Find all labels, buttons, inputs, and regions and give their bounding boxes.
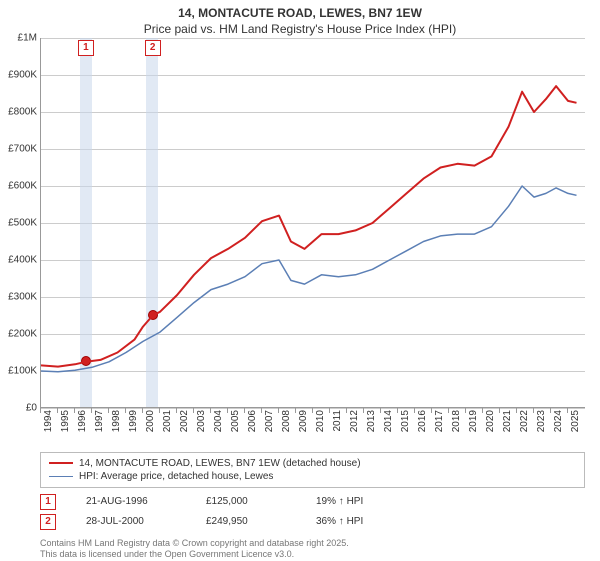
y-tick-label: £800K: [8, 106, 41, 117]
transaction-price: £249,950: [206, 516, 286, 527]
transaction-date: 21-AUG-1996: [86, 496, 176, 507]
y-tick-label: £1M: [18, 32, 41, 43]
chart-title-line2: Price paid vs. HM Land Registry's House …: [0, 22, 600, 38]
y-tick-label: £900K: [8, 69, 41, 80]
footer-line1: Contains HM Land Registry data © Crown c…: [40, 538, 585, 550]
chart-plot-area: £0£100K£200K£300K£400K£500K£600K£700K£80…: [40, 38, 585, 408]
legend-label: 14, MONTACUTE ROAD, LEWES, BN7 1EW (deta…: [79, 458, 361, 469]
transaction-flag: 2: [40, 514, 56, 530]
x-tick-label: 2020: [485, 410, 496, 432]
y-tick-label: £200K: [8, 328, 41, 339]
x-tick-label: 1995: [60, 410, 71, 432]
x-tick-label: 2007: [264, 410, 275, 432]
x-tick-label: 2006: [247, 410, 258, 432]
x-tick-label: 2017: [434, 410, 445, 432]
x-tick-label: 2000: [145, 410, 156, 432]
x-tick-label: 1996: [77, 410, 88, 432]
legend-label: HPI: Average price, detached house, Lewe…: [79, 471, 273, 482]
x-tick-label: 2023: [536, 410, 547, 432]
chart-title-line1: 14, MONTACUTE ROAD, LEWES, BN7 1EW: [0, 0, 600, 22]
transaction-row: 2 28-JUL-2000 £249,950 36% ↑ HPI: [40, 512, 585, 532]
transaction-delta: 36% ↑ HPI: [316, 516, 363, 527]
y-tick-label: £0: [26, 402, 41, 413]
x-tick-label: 2011: [332, 410, 343, 432]
x-axis-labels: 1994 1995 1996 1997 1998 1999 2000 2001 2002 2003…: [40, 408, 585, 448]
y-tick-label: £400K: [8, 254, 41, 265]
legend-item: 14, MONTACUTE ROAD, LEWES, BN7 1EW (deta…: [49, 457, 576, 470]
x-tick-label: 2005: [230, 410, 241, 432]
y-tick-label: £100K: [8, 365, 41, 376]
x-tick-label: 2001: [162, 410, 173, 432]
legend-box: 14, MONTACUTE ROAD, LEWES, BN7 1EW (deta…: [40, 452, 585, 488]
x-tick-label: 2013: [366, 410, 377, 432]
transaction-flag: 1: [40, 494, 56, 510]
y-tick-label: £300K: [8, 291, 41, 302]
footer-line2: This data is licensed under the Open Gov…: [40, 549, 585, 561]
x-tick-label: 2002: [179, 410, 190, 432]
x-tick-label: 2004: [213, 410, 224, 432]
transaction-price: £125,000: [206, 496, 286, 507]
x-tick-label: 1999: [128, 410, 139, 432]
x-tick-label: 2015: [400, 410, 411, 432]
x-tick-label: 2009: [298, 410, 309, 432]
footer-attribution: Contains HM Land Registry data © Crown c…: [40, 538, 585, 561]
x-tick-label: 2021: [502, 410, 513, 432]
y-tick-label: £500K: [8, 217, 41, 228]
x-tick-label: 1998: [111, 410, 122, 432]
series-line: [41, 186, 577, 372]
x-tick-label: 1997: [94, 410, 105, 432]
transactions-table: 1 21-AUG-1996 £125,000 19% ↑ HPI 2 28-JUL-200…: [40, 492, 585, 532]
x-tick-label: 2016: [417, 410, 428, 432]
x-tick-label: 2014: [383, 410, 394, 432]
series-line: [41, 86, 577, 367]
legend-swatch: [49, 462, 73, 464]
x-tick-label: 2003: [196, 410, 207, 432]
y-tick-label: £700K: [8, 143, 41, 154]
legend-item: HPI: Average price, detached house, Lewe…: [49, 470, 576, 483]
x-tick-label: 2008: [281, 410, 292, 432]
x-tick-label: 2018: [451, 410, 462, 432]
x-tick-label: 2012: [349, 410, 360, 432]
x-tick-label: 2024: [553, 410, 564, 432]
transaction-date: 28-JUL-2000: [86, 516, 176, 527]
transaction-row: 1 21-AUG-1996 £125,000 19% ↑ HPI: [40, 492, 585, 512]
transaction-delta: 19% ↑ HPI: [316, 496, 363, 507]
x-tick-label: 1994: [43, 410, 54, 432]
x-tick-label: 2019: [468, 410, 479, 432]
x-tick-label: 2025: [570, 410, 581, 432]
legend-swatch: [49, 476, 73, 477]
x-tick-label: 2010: [315, 410, 326, 432]
line-layer: [41, 38, 585, 408]
x-tick-label: 2022: [519, 410, 530, 432]
y-tick-label: £600K: [8, 180, 41, 191]
